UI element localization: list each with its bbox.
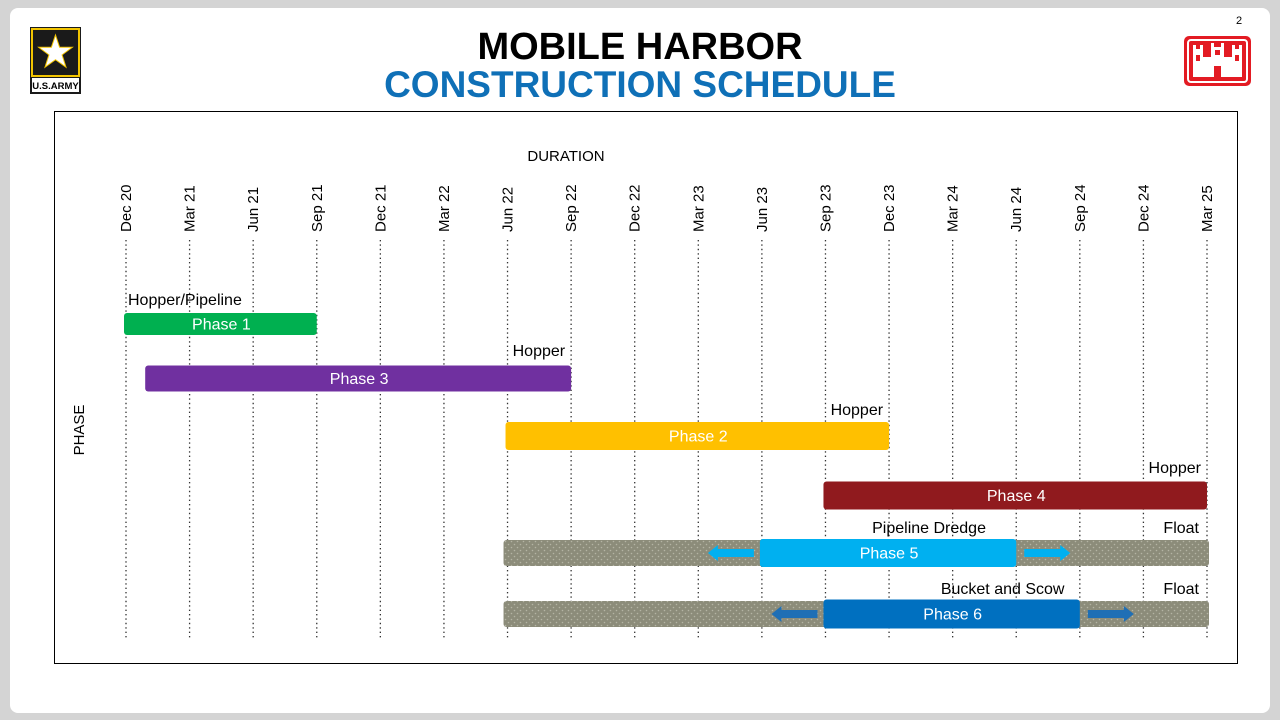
task-bar [145, 365, 572, 392]
x-tick-label: Jun 23 [754, 187, 771, 232]
task-bar [124, 313, 317, 335]
task-bar [823, 481, 1207, 510]
task-name: Phase 6 [923, 607, 982, 624]
float-label: Float [1163, 520, 1199, 537]
x-tick-label: Mar 23 [690, 185, 707, 232]
x-tick-label: Dec 24 [1135, 184, 1152, 232]
task-resource-label: Hopper [831, 402, 884, 419]
x-tick-label: Dec 22 [627, 184, 644, 232]
task-resource-label: Hopper [513, 343, 566, 360]
x-tick-label: Mar 22 [436, 185, 453, 232]
chart-frame [54, 111, 1238, 664]
task-bar [759, 539, 1017, 567]
slide-background [10, 8, 1270, 713]
x-tick-label: Jun 21 [245, 187, 262, 232]
task-name: Phase 5 [860, 546, 919, 563]
task-resource-label: Hopper [1149, 460, 1202, 477]
x-tick-label: Dec 20 [118, 184, 135, 232]
task-resource-label: Hopper/Pipeline [128, 292, 242, 309]
arrow-left-icon [771, 606, 818, 622]
page-number: 2 [1236, 15, 1243, 27]
arrow-right-icon [1087, 606, 1134, 622]
usace-castle-logo-icon [1184, 36, 1251, 86]
x-tick-label: Mar 21 [182, 185, 199, 232]
float-label: Float [1163, 581, 1199, 598]
task-resource-label: Bucket and Scow [941, 581, 1065, 598]
army-logo-text: U.S.ARMY [32, 81, 79, 92]
x-tick-label: Dec 21 [372, 184, 389, 232]
arrow-right-icon [1024, 545, 1071, 561]
x-tick-label: Mar 25 [1199, 185, 1216, 232]
x-tick-label: Sep 21 [309, 184, 326, 232]
title-line-1: MOBILE HARBOR [477, 26, 803, 68]
task-bar [823, 599, 1080, 629]
task-name: Phase 3 [330, 371, 389, 388]
x-tick-label: Sep 23 [817, 184, 834, 232]
task-bar [505, 422, 890, 450]
task-resource-label: Pipeline Dredge [872, 520, 986, 537]
us-army-star-logo-icon: U.S.ARMY [30, 27, 81, 94]
title-line-2: CONSTRUCTION SCHEDULE [384, 64, 896, 105]
task-name: Phase 4 [987, 488, 1046, 505]
x-tick-label: Sep 22 [563, 184, 580, 232]
arrow-left-icon [707, 545, 754, 561]
x-tick-label: Sep 24 [1072, 184, 1089, 232]
task-name: Phase 1 [192, 317, 251, 334]
y-axis-label: PHASE [71, 405, 88, 456]
x-tick-label: Jun 24 [1008, 187, 1025, 232]
task-name: Phase 2 [669, 429, 728, 446]
x-tick-label: Mar 24 [945, 185, 962, 232]
chart-title: DURATION [527, 148, 604, 165]
x-tick-label: Jun 22 [500, 187, 517, 232]
x-tick-label: Dec 23 [881, 184, 898, 232]
